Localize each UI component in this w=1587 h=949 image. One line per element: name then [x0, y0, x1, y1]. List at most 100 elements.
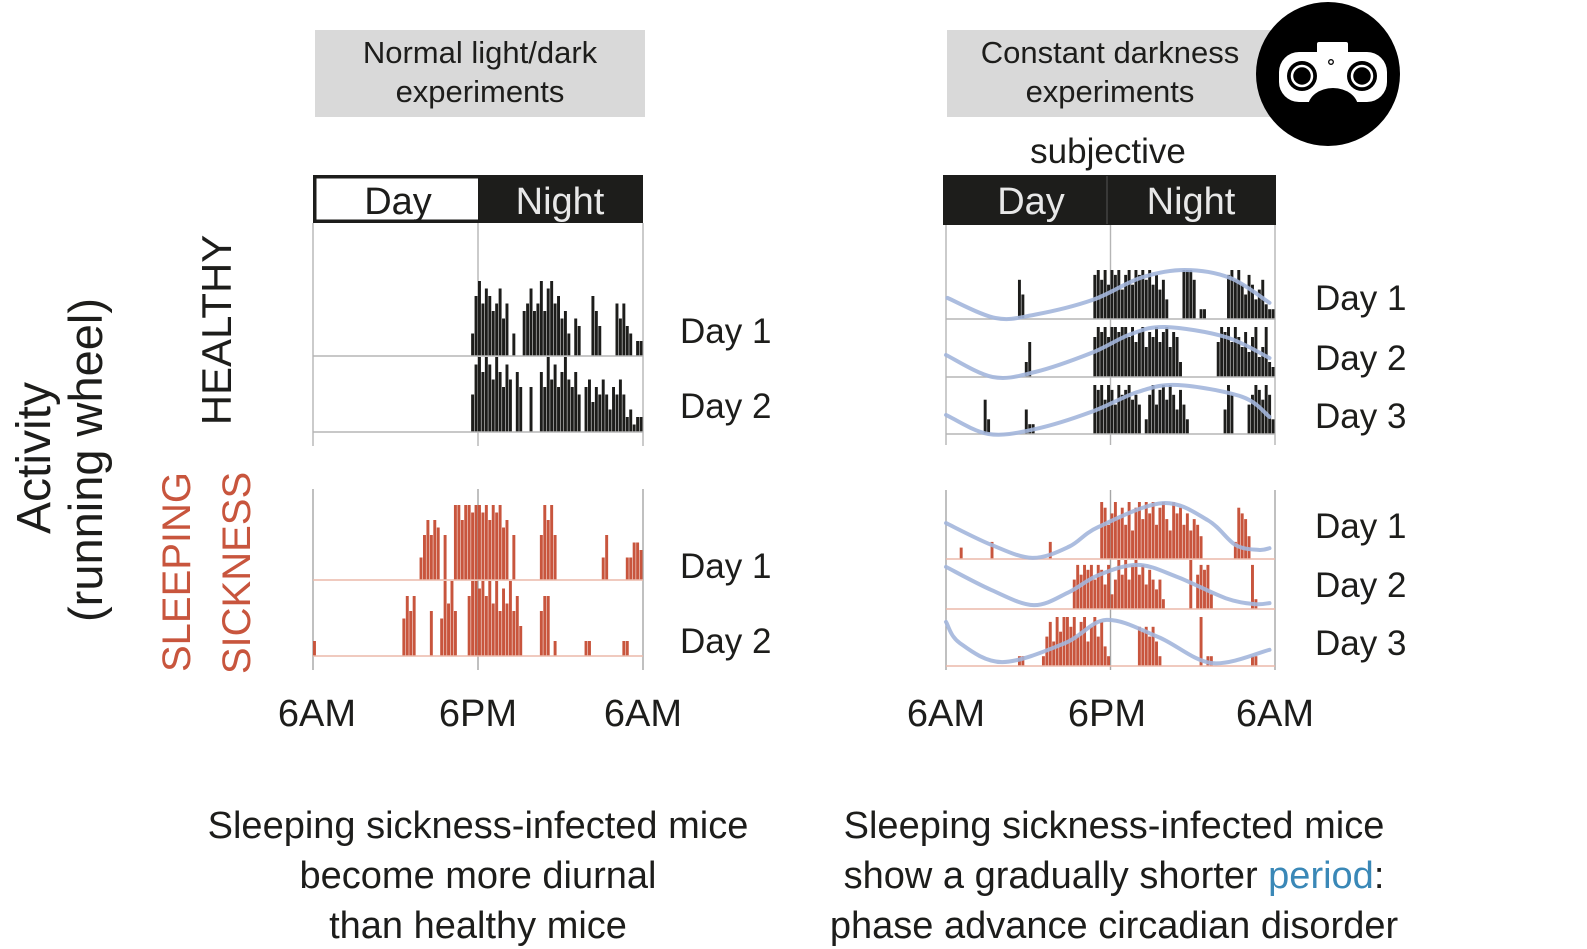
activity-bar: [1161, 502, 1165, 559]
activity-bar: [1247, 274, 1251, 319]
activity-bar: [1137, 502, 1141, 559]
actogram-row: [313, 505, 643, 581]
activity-bar: [1093, 617, 1097, 666]
activity-bar: [546, 596, 550, 656]
activity-bar: [560, 318, 564, 356]
activity-bar: [1168, 385, 1172, 434]
activity-bar: [1120, 289, 1124, 319]
activity-bar: [484, 357, 488, 432]
activity-bar: [615, 394, 619, 432]
activity-bar: [1089, 626, 1093, 666]
activity-bar: [1103, 507, 1107, 559]
activity-bar: [1264, 385, 1268, 434]
subjective-phase-bar: [943, 175, 1276, 225]
activity-bar: [1179, 507, 1182, 559]
activity-bar: [1165, 327, 1169, 377]
activity-bar: [481, 372, 485, 432]
activity-bar: [591, 402, 595, 432]
activity-bar: [598, 394, 602, 432]
activity-bar: [1227, 274, 1230, 319]
activity-bar: [1059, 631, 1063, 666]
activity-bar: [1131, 399, 1134, 434]
activity-bar: [546, 288, 550, 356]
activity-bar: [498, 288, 502, 356]
activity-bar: [1251, 394, 1254, 434]
activity-bar: [505, 520, 509, 580]
activity-bar: [1113, 404, 1117, 434]
activity-bar: [1172, 332, 1176, 377]
activity-bar: [505, 364, 509, 432]
activity-bar: [1165, 299, 1169, 319]
actogram-row: [946, 270, 1275, 320]
activity-bar: [584, 387, 588, 432]
activity-bar: [1158, 389, 1162, 434]
activity-bar: [505, 303, 509, 356]
actogram-light-dark-sleeping-sickness: [312, 489, 644, 670]
activity-bar: [1148, 332, 1152, 377]
activity-bar: [1055, 617, 1059, 666]
activity-bar: [502, 527, 505, 580]
activity-bar: [491, 603, 495, 656]
activity-bar: [1264, 304, 1268, 319]
activity-bar: [1165, 399, 1169, 434]
activity-bar: [629, 557, 633, 580]
activity-bar: [605, 394, 609, 432]
activity-bar: [1158, 579, 1162, 609]
activity-bar: [550, 379, 554, 432]
activity-bar: [990, 541, 994, 559]
activity-bar: [1141, 270, 1145, 319]
activity-bar: [625, 557, 629, 580]
activity-bar: [1137, 626, 1141, 666]
activity-bar: [491, 505, 495, 580]
activity-bar: [553, 535, 557, 580]
activity-bar: [1072, 617, 1076, 666]
activity-bar: [529, 288, 533, 356]
activity-bar: [1079, 621, 1083, 666]
activity-bar: [588, 641, 591, 656]
activity-bar: [622, 303, 626, 356]
activity-bar: [512, 333, 516, 356]
activity-bar: [1110, 513, 1114, 559]
activity-bar: [577, 326, 581, 356]
activity-bar: [1203, 309, 1206, 319]
activity-bar: [1113, 274, 1117, 319]
activity-bar: [1048, 621, 1052, 666]
activity-bar: [1227, 385, 1230, 434]
activity-bar: [539, 611, 543, 656]
activity-bar: [622, 394, 626, 432]
activity-bar: [1165, 519, 1169, 559]
activity-bar: [1021, 656, 1025, 666]
row-label: Day 3: [1315, 397, 1406, 436]
x-tick-label: 6AM: [907, 693, 985, 735]
activity-bar: [1103, 399, 1107, 434]
activity-bar: [1107, 656, 1110, 666]
light-dark-header-right: Day Night: [943, 175, 1276, 225]
activity-bar: [1227, 327, 1230, 377]
activity-bar: [488, 296, 492, 356]
activity-bar: [1107, 337, 1110, 377]
activity-bar: [515, 596, 519, 656]
activity-bar: [1107, 385, 1110, 434]
activity-bar: [1175, 513, 1179, 559]
activity-bar: [615, 303, 619, 356]
activity-bar: [519, 387, 523, 432]
activity-bar: [474, 581, 478, 656]
activity-bar: [612, 387, 615, 432]
activity-bar: [1199, 536, 1203, 559]
activity-bar: [1113, 579, 1117, 609]
activity-bar: [1103, 584, 1107, 609]
activity-bar: [1144, 502, 1148, 559]
activity-bar: [1141, 327, 1145, 377]
activity-bar: [1254, 299, 1258, 319]
activity-bar: [1148, 513, 1152, 559]
activity-bar: [1155, 589, 1158, 609]
activity-bar: [1048, 541, 1052, 559]
activity-bar: [505, 603, 509, 656]
activity-bar: [1137, 574, 1141, 609]
activity-bar: [1100, 502, 1104, 559]
activity-bar: [625, 417, 629, 432]
activity-bar: [1131, 564, 1134, 609]
activity-bar: [436, 527, 440, 580]
y-axis-label-activity: Activity: [8, 382, 61, 534]
activity-bar: [1137, 332, 1141, 377]
